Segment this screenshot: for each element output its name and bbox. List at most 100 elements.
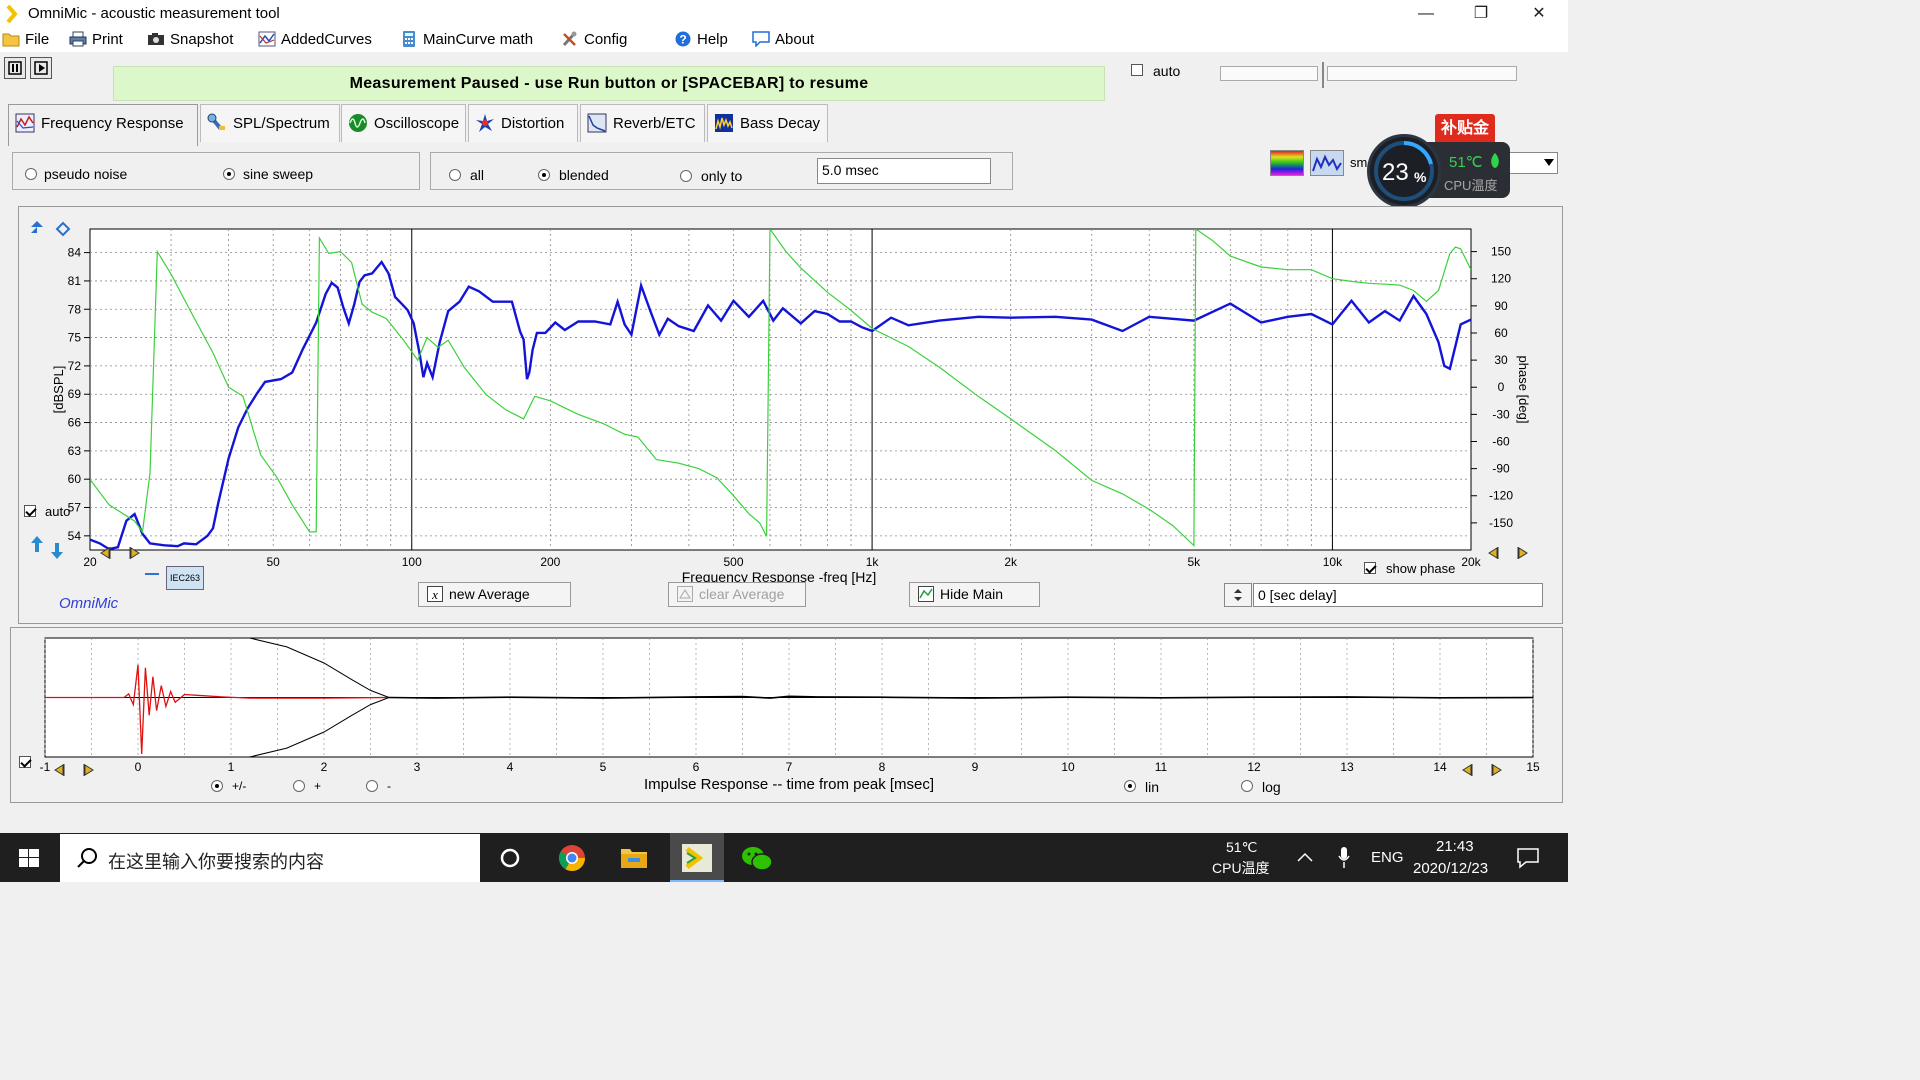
fr-auto-checkbox[interactable]	[24, 505, 36, 517]
shift-down-icon[interactable]	[51, 543, 63, 559]
smoothing-dropdown[interactable]	[1508, 152, 1558, 174]
menu-help[interactable]: ? Help	[674, 30, 728, 50]
tab-oscilloscope[interactable]: Oscilloscope	[341, 104, 466, 142]
tab-spl-spectrum[interactable]: SPL/Spectrum	[200, 104, 340, 142]
notification-icon[interactable]	[1516, 847, 1540, 869]
cpu-usage-ring: 23 %	[1367, 134, 1441, 208]
clock-date[interactable]: 2020/12/23	[1413, 860, 1489, 877]
clock-time[interactable]: 21:43	[1436, 838, 1474, 855]
level-slider-left[interactable]	[1220, 66, 1318, 81]
color-map-button[interactable]	[1270, 150, 1304, 176]
menu-snapshot[interactable]: Snapshot	[147, 30, 233, 50]
polarity-minus-radio[interactable]	[366, 780, 378, 792]
microphone-icon[interactable]	[1336, 846, 1352, 870]
gate-blended-radio[interactable]	[538, 169, 550, 181]
menu-addedcurves-label: AddedCurves	[281, 31, 372, 48]
smoothing-label: sm	[1350, 155, 1368, 170]
run-button[interactable]	[30, 57, 52, 79]
scale-log-radio[interactable]	[1241, 780, 1253, 792]
gate-only-to-radio[interactable]	[680, 170, 692, 182]
tab-bass-decay[interactable]: Bass Decay	[707, 104, 828, 142]
ir-x-tick-label: 15	[1526, 760, 1540, 774]
gate-only-to-label: only to	[701, 168, 743, 184]
ir-auto-checkbox[interactable]	[19, 756, 31, 768]
explorer-taskbar-button[interactable]	[609, 833, 659, 882]
zoom-contract-icon[interactable]	[55, 221, 71, 237]
scale-lin-label: lin	[1145, 779, 1160, 795]
zoom-tools[interactable]	[31, 221, 71, 559]
gate-all-radio[interactable]	[449, 169, 461, 181]
tab-frequency-response[interactable]: Frequency Response	[8, 104, 198, 146]
x-nav-arrow-icon	[1462, 764, 1473, 776]
minimize-button[interactable]: —	[1397, 0, 1455, 28]
wechat-taskbar-button[interactable]	[731, 833, 781, 882]
restore-button[interactable]: ❐	[1452, 0, 1510, 28]
menu-maincurve-math[interactable]: MainCurve math	[400, 30, 533, 50]
curves-icon	[258, 31, 276, 47]
fr-x-axis-label: Frequency Response -freq [Hz]	[682, 569, 877, 585]
cpu-temp: 51℃	[1449, 154, 1483, 171]
chevron-up-icon[interactable]	[1296, 852, 1314, 862]
show-phase-label: show phase	[1386, 561, 1456, 576]
taskbar-cpu-temp: 51℃	[1226, 839, 1258, 855]
auto-checkbox[interactable]	[1131, 64, 1143, 76]
sine-sweep-radio[interactable]	[223, 168, 235, 180]
pseudo-noise-radio[interactable]	[25, 168, 37, 180]
ir-x-tick-label: 8	[879, 760, 886, 774]
menu-config[interactable]: Config	[561, 30, 627, 50]
hide-main-button[interactable]: Hide Main	[909, 582, 1040, 607]
cpu-monitor-widget[interactable]: 补贴金 23 % 51℃ CPU温度	[1367, 114, 1512, 208]
ir-x-tick-label: 10	[1061, 760, 1075, 774]
start-button[interactable]	[0, 833, 58, 882]
impulse-curve	[45, 664, 390, 755]
legend-tag[interactable]: IEC263	[166, 566, 204, 590]
new-average-button[interactable]: x new Average	[418, 582, 571, 607]
show-phase-checkbox[interactable]	[1364, 562, 1376, 574]
slider-thumb[interactable]	[1322, 62, 1328, 88]
ir-x-tick-label: 2	[321, 760, 328, 774]
fr-x-tick-label: 50	[267, 555, 281, 569]
signal-type-group: pseudo noise sine sweep	[12, 152, 420, 190]
taskbar-search-box[interactable]: 在这里输入你要搜索的内容	[60, 834, 480, 882]
delay-spinner[interactable]	[1224, 583, 1252, 607]
polarity-both-radio[interactable]	[211, 780, 223, 792]
omnimic-taskbar-button[interactable]	[670, 833, 724, 882]
gate-time-input[interactable]: 5.0 msec	[817, 158, 991, 184]
menu-addedcurves[interactable]: AddedCurves	[258, 30, 372, 50]
input-language[interactable]: ENG	[1371, 849, 1404, 866]
menu-bar: File Print Snapshot AddedCurves MainCurv…	[0, 28, 1568, 52]
pause-button[interactable]	[4, 57, 26, 79]
level-slider-right[interactable]	[1327, 66, 1517, 81]
subsidy-badge[interactable]: 补贴金	[1435, 114, 1495, 144]
svg-text:x: x	[431, 587, 438, 602]
clear-average-button[interactable]: clear Average	[668, 582, 806, 607]
ir-x-tick-label: 12	[1247, 760, 1261, 774]
shift-up-icon[interactable]	[31, 536, 43, 552]
spl-curve	[90, 259, 1471, 550]
delay-input[interactable]: 0 [sec delay]	[1253, 583, 1543, 607]
x-nav-arrow-icon	[100, 547, 111, 559]
fr-y-tick-label: 69	[68, 387, 82, 401]
menu-about[interactable]: About	[752, 30, 814, 50]
wechat-icon	[742, 847, 773, 871]
cortana-button[interactable]	[485, 833, 535, 882]
zoom-expand-icon[interactable]	[31, 221, 43, 233]
close-button[interactable]: ✕	[1510, 0, 1568, 28]
ir-x-tick-label: 6	[693, 760, 700, 774]
frequency-response-chart[interactable]: 54 57 60 63 66 69 72 75 78 81 84 -150 -120 -90 -60 -30 0…	[19, 207, 1564, 625]
menu-snapshot-label: Snapshot	[170, 31, 234, 48]
fr-y-tick-label: 75	[68, 331, 82, 345]
menu-file[interactable]: File	[2, 30, 49, 50]
waterfall-button[interactable]	[1310, 150, 1344, 176]
polarity-plus-radio[interactable]	[293, 780, 305, 792]
chrome-taskbar-button[interactable]	[547, 833, 597, 882]
tab-distortion[interactable]: Distortion	[468, 104, 578, 142]
scale-lin-radio[interactable]	[1124, 780, 1136, 792]
leaf-icon	[1491, 153, 1499, 168]
cpu-ring-icon	[1374, 141, 1434, 201]
tab-reverb-etc[interactable]: Reverb/ETC	[580, 104, 705, 142]
menu-print[interactable]: Print	[69, 30, 123, 50]
fr-x-nav-arrows	[100, 547, 1528, 559]
fr-y-tick-label: 81	[68, 274, 82, 288]
